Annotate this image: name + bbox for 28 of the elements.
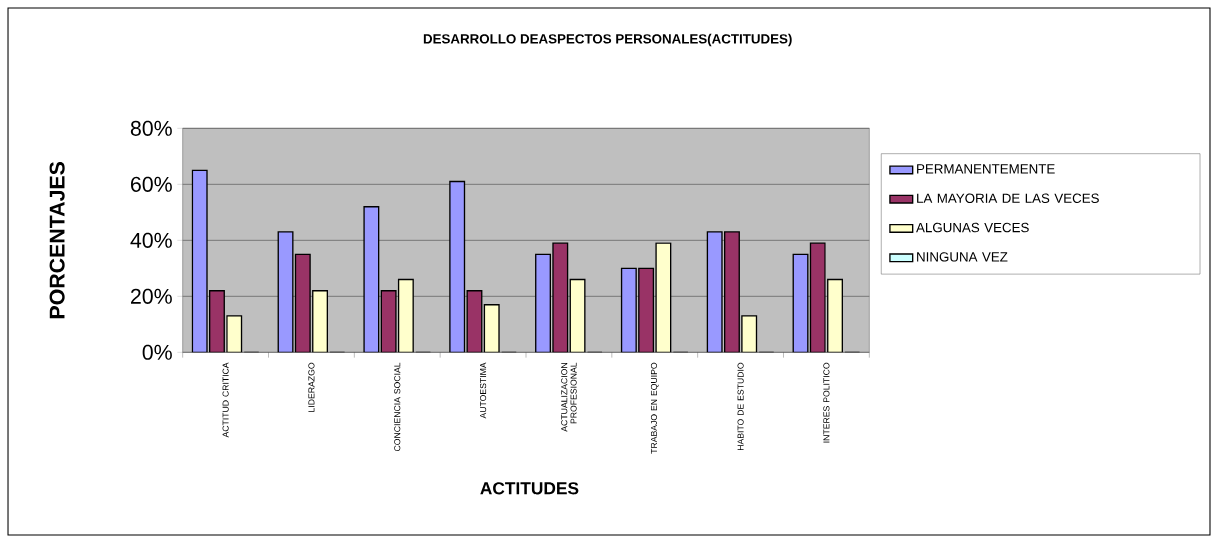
y-tick-label: 40% <box>130 232 172 248</box>
bar <box>827 278 843 353</box>
x-axis-title: ACTITUDES <box>480 482 579 495</box>
bar <box>209 290 225 353</box>
legend-label: NINGUNA VEZ <box>917 252 1008 262</box>
x-tick-label: CONCIENCIA SOCIAL <box>394 362 401 452</box>
x-tick-label: ACTITUD CRITICA <box>222 362 229 438</box>
x-tick-label: LIDERAZGO <box>308 362 315 412</box>
x-tick-label: HABITO DE ESTUDIO <box>737 362 744 451</box>
bar <box>723 231 740 353</box>
x-tick-label: INTERES POLITICO <box>823 362 830 443</box>
x-tick-label: ACTUALIZACION PROFESIONAL <box>561 362 577 432</box>
y-tick-label: 60% <box>131 176 172 192</box>
y-tick-label: 20% <box>131 288 172 304</box>
legend-label: ALGUNAS VECES <box>916 222 1029 233</box>
y-tick-label: 0% <box>142 344 172 360</box>
bar <box>226 315 243 353</box>
legend-label: LA MAYORIA DE LAS VECES <box>917 193 1099 203</box>
y-tick-label: 80% <box>130 120 172 136</box>
bar <box>638 267 655 353</box>
bar <box>569 278 586 353</box>
chart-title: DESARROLLO DEASPECTOS PERSONALES(ACTITUDES) <box>423 33 792 47</box>
x-tick-label: AUTOESTIMA <box>480 362 487 419</box>
bar <box>483 304 500 353</box>
bar <box>535 253 551 353</box>
legend-label: PERMANENTEMENTE <box>917 164 1055 174</box>
y-axis-title: PORCENTAJES <box>49 161 65 319</box>
x-tick-label: TRABAJO EN EQUIPO <box>650 362 659 454</box>
